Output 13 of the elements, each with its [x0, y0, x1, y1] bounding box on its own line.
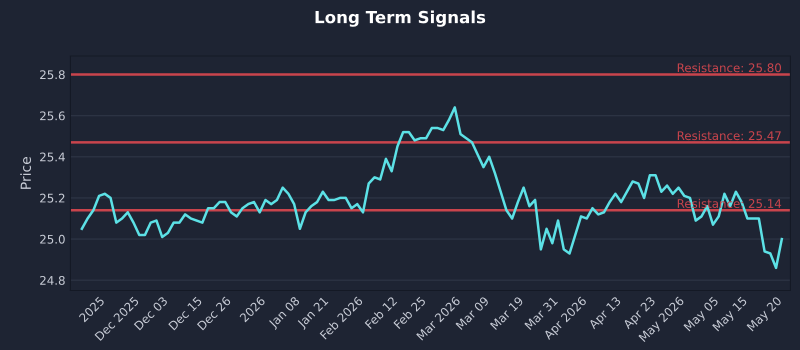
x-tick-label: Mar 19	[490, 296, 524, 330]
x-tick-label: Apr 13	[588, 296, 623, 332]
y-tick-label: 25.4	[40, 152, 65, 162]
y-tick-label: 25.8	[40, 70, 65, 80]
line-series	[80, 106, 784, 270]
chart-title: Long Term Signals	[316, 10, 486, 27]
y-tick-label: 24.8	[40, 276, 65, 285]
y-tick-label: 25.6	[40, 111, 65, 120]
y-tick-label: 25.0	[40, 234, 65, 244]
y-tick-label: 25.2	[40, 194, 64, 203]
y-axis-title: Price	[20, 157, 32, 189]
ref-line-label: Resistance: 25.80	[678, 63, 782, 72]
ref-line-label: Resistance: 25.47	[678, 130, 781, 140]
